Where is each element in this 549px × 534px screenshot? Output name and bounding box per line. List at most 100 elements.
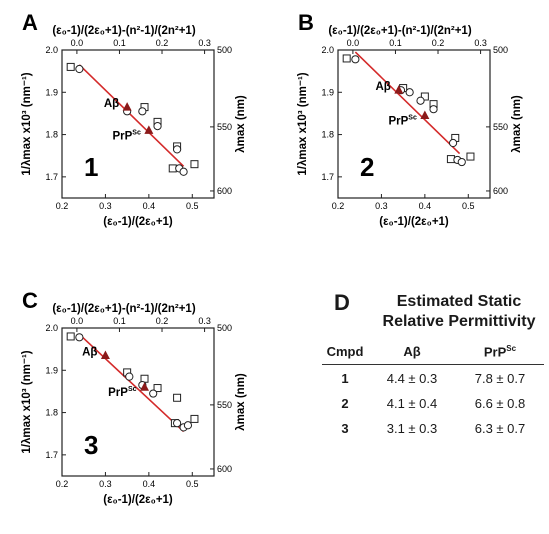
square-point bbox=[446, 155, 455, 164]
right-y-tick-label: 500 bbox=[217, 323, 232, 333]
x-axis-title: (ε₀-1)/(2ε₀+1) bbox=[379, 216, 449, 228]
circle-point bbox=[75, 333, 84, 342]
y-axis-title: 1/λmax x10³ (nm⁻¹) bbox=[21, 72, 33, 175]
y-tick-label: 1.8 bbox=[321, 130, 334, 140]
circle-point bbox=[351, 55, 360, 64]
right-y-tick-label: 500 bbox=[493, 45, 508, 55]
table-title: Estimated Static Relative Permittivity bbox=[374, 290, 544, 332]
fit-line bbox=[78, 333, 185, 433]
square-point bbox=[420, 92, 429, 101]
circle-point bbox=[183, 421, 193, 430]
right-y-axis-title: λmax (nm) bbox=[511, 95, 523, 153]
chart-panel-b: B 2 0.2 0.3 0.4 0.5 0.0 0.1 0.2 0.3 1.7 1.8 1.9 2.0 50… bbox=[297, 10, 523, 228]
top-x-tick-label: 0.1 bbox=[389, 38, 402, 48]
y-tick-label: 1.9 bbox=[321, 87, 334, 97]
abeta-cell: 4.4 ± 0.3 bbox=[386, 371, 438, 387]
prpsc-cell: 6.3 ± 0.7 bbox=[474, 421, 526, 437]
x-tick-label: 0.3 bbox=[99, 201, 112, 211]
right-y-axis-title: λmax (nm) bbox=[235, 373, 247, 431]
plot-frame bbox=[337, 49, 491, 199]
x-tick-label: 0.3 bbox=[99, 479, 112, 489]
permittivity-table: Cmpd Aβ PrPSc 1 4.4 ± 0.3 7.8 ± 0.7 2 4.… bbox=[322, 338, 544, 440]
x-tick-label: 0.5 bbox=[186, 201, 199, 211]
prpsc-label: PrPSc bbox=[388, 115, 416, 128]
circle-point bbox=[172, 145, 182, 154]
x-tick-label: 0.3 bbox=[375, 201, 388, 211]
y-tick-label: 2.0 bbox=[321, 45, 334, 55]
circle-point bbox=[125, 372, 134, 381]
triangle-point bbox=[140, 382, 150, 391]
x-axis-title: (ε₀-1)/(2ε₀+1) bbox=[103, 494, 173, 506]
header-abeta: Aβ bbox=[368, 338, 456, 366]
square-point bbox=[66, 62, 75, 71]
panel-letter-d: D bbox=[334, 290, 350, 315]
header-prpsc: PrPSc bbox=[456, 338, 544, 366]
x-tick-label: 0.4 bbox=[419, 201, 432, 211]
fit-line bbox=[354, 51, 461, 155]
header-cmpd: Cmpd bbox=[322, 338, 368, 366]
triangle-point bbox=[122, 102, 132, 111]
prpsc-label: PrPSc bbox=[112, 129, 140, 142]
square-point bbox=[190, 414, 199, 423]
panel-letter: C bbox=[22, 288, 38, 313]
prpsc-cell: 6.6 ± 0.8 bbox=[474, 396, 526, 412]
compound-number: 2 bbox=[360, 152, 374, 182]
square-point bbox=[66, 332, 75, 341]
y-tick-label: 2.0 bbox=[45, 323, 58, 333]
x-axis-title: (ε₀-1)/(2ε₀+1) bbox=[103, 216, 173, 228]
triangle-point bbox=[100, 350, 110, 359]
right-y-tick-label: 550 bbox=[217, 122, 232, 132]
square-point bbox=[466, 152, 475, 161]
table-row: 1 4.4 ± 0.3 7.8 ± 0.7 bbox=[322, 365, 544, 391]
y-tick-label: 1.9 bbox=[45, 365, 58, 375]
top-x-tick-label: 0.0 bbox=[71, 38, 84, 48]
y-tick-label: 1.9 bbox=[45, 87, 58, 97]
table-row: 3 3.1 ± 0.3 6.3 ± 0.7 bbox=[322, 415, 544, 440]
top-x-tick-label: 0.3 bbox=[474, 38, 487, 48]
circle-point bbox=[457, 157, 466, 167]
right-y-tick-label: 600 bbox=[217, 464, 232, 474]
right-y-tick-label: 600 bbox=[217, 186, 232, 196]
right-y-tick-label: 500 bbox=[217, 45, 232, 55]
square-point bbox=[153, 384, 162, 393]
permittivity-table-panel: D Estimated Static Relative Permittivity… bbox=[322, 290, 544, 440]
chart-panel-c: C 3 0.2 0.3 0.4 0.5 0.0 0.1 0.2 0.3 1.7 1.8 1.9 2.0 50… bbox=[21, 288, 247, 506]
top-axis-title: (ε₀-1)/(2ε₀+1)-(n²-1)/(2n²+1) bbox=[52, 25, 195, 37]
circle-point bbox=[149, 389, 158, 398]
fit-line bbox=[78, 64, 185, 167]
abeta-label: Aβ bbox=[82, 346, 97, 358]
prpsc-label: PrPSc bbox=[108, 386, 136, 399]
x-tick-label: 0.4 bbox=[143, 479, 156, 489]
x-tick-label: 0.2 bbox=[332, 201, 345, 211]
x-tick-label: 0.2 bbox=[56, 479, 69, 489]
triangle-point bbox=[144, 125, 154, 134]
y-axis-title: 1/λmax x10³ (nm⁻¹) bbox=[21, 350, 33, 453]
abeta-label: Aβ bbox=[375, 81, 390, 93]
cmpd-cell: 2 bbox=[341, 396, 349, 412]
right-y-tick-label: 600 bbox=[493, 186, 508, 196]
circle-point bbox=[416, 96, 425, 105]
top-x-tick-label: 0.2 bbox=[432, 38, 445, 48]
triangle-point bbox=[420, 110, 430, 120]
top-x-tick-label: 0.2 bbox=[156, 316, 169, 326]
x-tick-label: 0.2 bbox=[56, 201, 69, 211]
chart-panel-a: A 1 0.2 0.3 0.4 0.5 0.0 0.1 0.2 0.3 1.7 1.8 1.9 2.0 50… bbox=[21, 10, 247, 228]
y-tick-label: 2.0 bbox=[45, 45, 58, 55]
top-axis-title: (ε₀-1)/(2ε₀+1)-(n²-1)/(2n²+1) bbox=[328, 25, 471, 37]
cmpd-cell: 1 bbox=[341, 371, 349, 387]
y-axis-title: 1/λmax x10³ (nm⁻¹) bbox=[297, 72, 309, 175]
abeta-cell: 3.1 ± 0.3 bbox=[386, 421, 438, 437]
top-x-tick-label: 0.1 bbox=[113, 316, 126, 326]
table-row: 2 4.1 ± 0.4 6.6 ± 0.8 bbox=[322, 390, 544, 415]
square-point bbox=[342, 54, 351, 63]
compound-number: 1 bbox=[84, 152, 98, 182]
right-y-axis-title: λmax (nm) bbox=[235, 95, 247, 153]
plot-frame bbox=[61, 327, 215, 477]
circle-point bbox=[429, 105, 438, 114]
compound-number: 3 bbox=[84, 430, 98, 460]
top-x-tick-label: 0.3 bbox=[198, 316, 211, 326]
square-point bbox=[173, 393, 182, 402]
y-tick-label: 1.8 bbox=[45, 408, 58, 418]
x-tick-label: 0.4 bbox=[143, 201, 156, 211]
